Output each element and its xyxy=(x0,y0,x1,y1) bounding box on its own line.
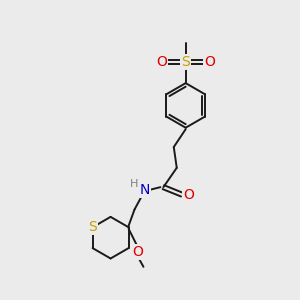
Text: O: O xyxy=(132,245,143,259)
Text: O: O xyxy=(205,55,215,69)
Text: O: O xyxy=(183,188,194,202)
Text: S: S xyxy=(181,55,190,69)
Text: H: H xyxy=(130,178,138,189)
Text: S: S xyxy=(88,220,97,234)
Text: O: O xyxy=(156,55,167,69)
Text: N: N xyxy=(140,183,150,197)
